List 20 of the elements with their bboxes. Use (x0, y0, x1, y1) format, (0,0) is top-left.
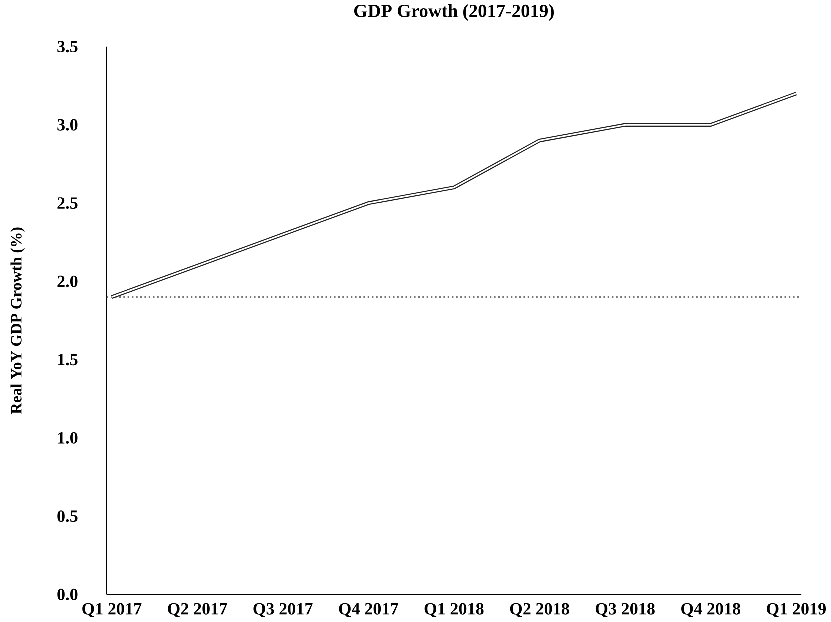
y-tick-label: 3.0 (58, 119, 78, 132)
y-tick-label: 3.5 (58, 41, 78, 53)
line-series (110, 92, 798, 300)
chart-title: GDP Growth (2017-2019) (354, 4, 554, 22)
y-tick-label: 2.0 (58, 276, 78, 288)
x-tick-label: Q3 2017 (254, 603, 313, 618)
x-tick-label: Q2 2018 (510, 603, 570, 618)
y-tick-label: 1.0 (58, 432, 78, 444)
y-axis-title: Real YoY GDP Growth (%) (10, 228, 26, 414)
x-tick-label: Q4 2017 (339, 603, 398, 618)
y-tick-label: 1.5 (58, 354, 78, 366)
x-tick-label: Q1 2018 (424, 603, 484, 618)
y-tick-label: 0.0 (58, 588, 78, 601)
y-tick-label: 0.5 (58, 510, 78, 522)
x-tick-label: Q1 2019 (767, 603, 826, 618)
x-tick-label: Q1 2017 (82, 603, 142, 618)
x-tick-label: Q4 2018 (682, 603, 740, 618)
y-tick-label: 2.5 (58, 198, 78, 210)
x-tick-label: Q2 2017 (168, 603, 228, 618)
x-tick-label: Q3 2018 (596, 603, 655, 618)
